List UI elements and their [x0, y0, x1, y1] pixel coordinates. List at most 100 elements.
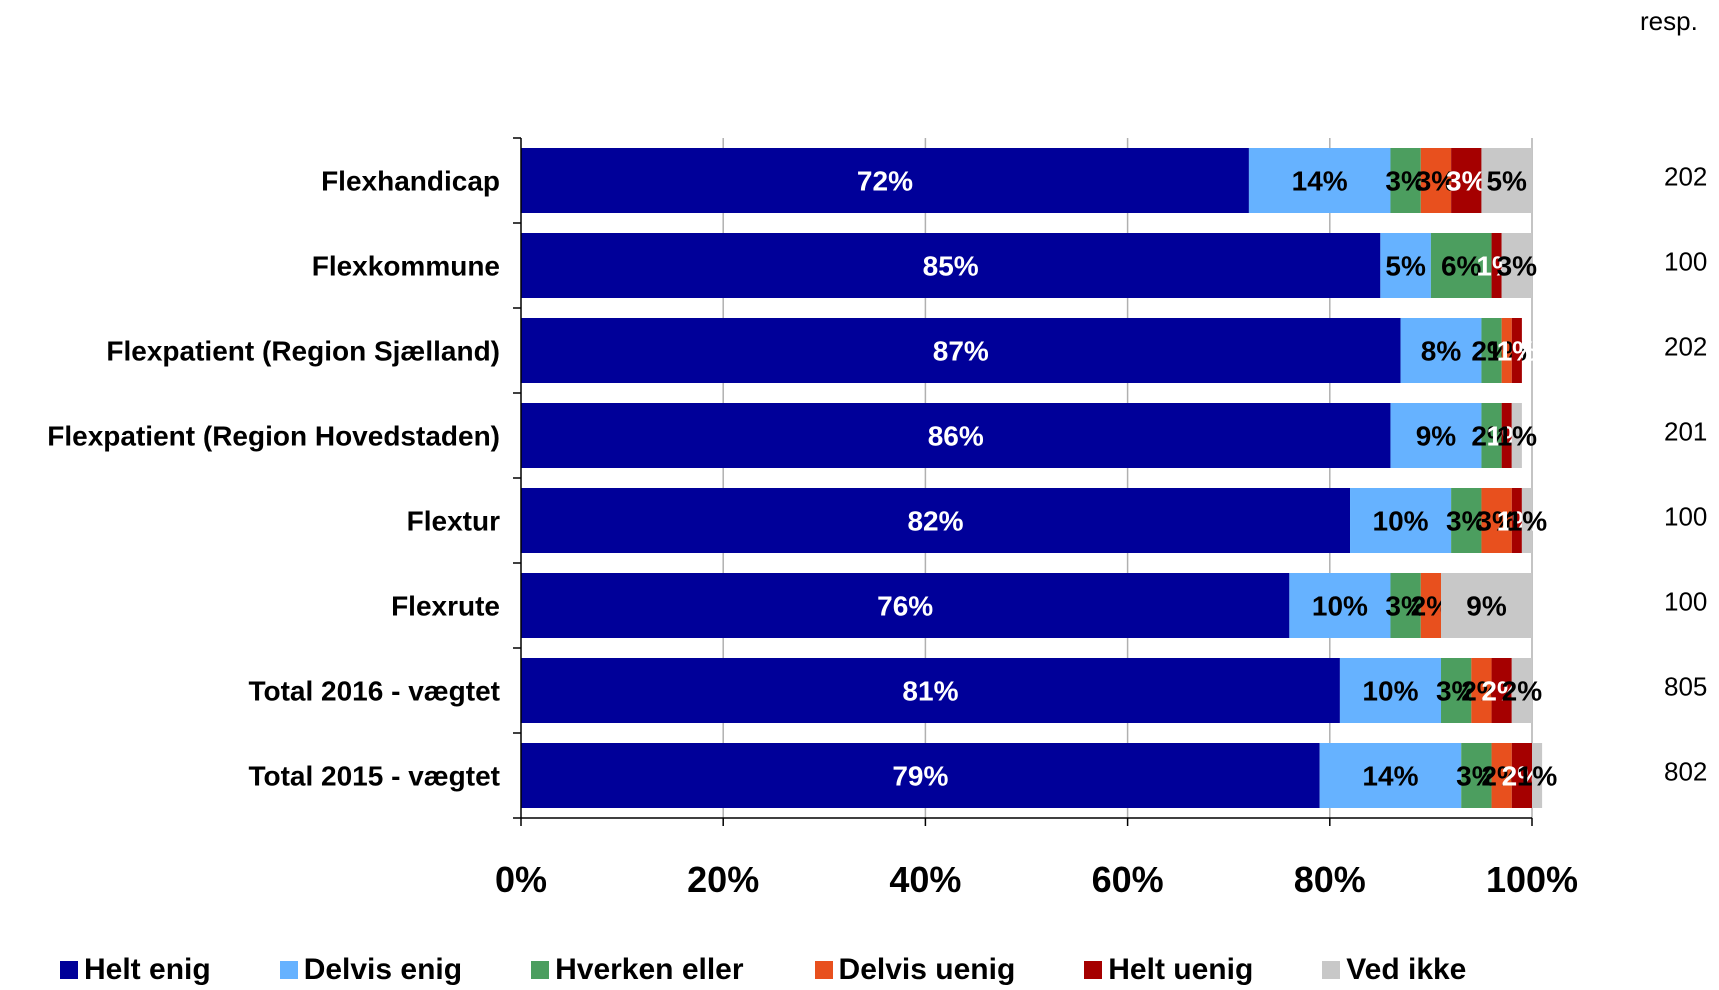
data-label: 3% [1446, 506, 1487, 537]
category-label: Total 2016 - vægtet [248, 676, 500, 707]
legend-swatch [531, 961, 550, 979]
bar-segment [1532, 743, 1543, 808]
bar-segment [1451, 148, 1482, 213]
resp-count: 202 [1664, 162, 1707, 192]
legend-label: Helt uenig [1108, 953, 1254, 986]
legend-label: Ved ikke [1346, 953, 1467, 986]
legend-item: Delvis uenig [814, 953, 1015, 987]
bar-segment [1491, 658, 1512, 723]
bar-segment [1511, 658, 1532, 723]
data-label: 3% [1476, 506, 1517, 537]
data-label: 86% [928, 421, 984, 452]
bar-segment [1501, 403, 1512, 468]
data-label: 3% [1436, 676, 1477, 707]
data-label: 2% [1502, 676, 1543, 707]
bar-segment [1390, 573, 1421, 638]
legend-swatch [279, 961, 298, 979]
bar-segment [1390, 148, 1421, 213]
data-label: 1% [1517, 761, 1558, 792]
data-label: 3% [1497, 251, 1538, 282]
x-tick-label: 100% [1486, 859, 1578, 900]
data-label: 6% [1441, 251, 1482, 282]
bar-segment [1491, 743, 1512, 808]
resp-count: 100 [1664, 502, 1707, 532]
bar-segment [1400, 318, 1482, 383]
data-label: 10% [1362, 676, 1418, 707]
bar-segment [1481, 148, 1532, 213]
bar-segment [1248, 148, 1391, 213]
data-label: 3% [1416, 166, 1457, 197]
data-label: 8% [1421, 336, 1462, 367]
bar-segment [1451, 488, 1482, 553]
bar-segment [521, 488, 1351, 553]
bar-segment [1511, 403, 1522, 468]
x-tick-label: 80% [1294, 859, 1366, 900]
bar-segment [1461, 743, 1492, 808]
legend-label: Hverken eller [555, 953, 744, 986]
legend-swatch [1084, 961, 1103, 979]
data-label: 3% [1446, 166, 1487, 197]
data-label: 82% [907, 506, 963, 537]
data-label: 3% [1385, 591, 1426, 622]
data-label: 14% [1292, 166, 1348, 197]
legend-label: Helt enig [84, 953, 211, 986]
data-label: 14% [1362, 761, 1418, 792]
bars: 72% 14% 3%3%3% 5%85% 5% 6%1%3%87% 8% 2%1%1%86% 9… [521, 148, 1557, 808]
legend-item: Helt uenig [1084, 953, 1253, 987]
bar-segment [521, 743, 1320, 808]
bar-segment [1441, 573, 1532, 638]
bar-segment [1471, 658, 1492, 723]
bar-segment [1380, 233, 1431, 298]
legend-item: Helt enig [60, 953, 211, 987]
category-labels: Flexhandicap Flexkommune Flexpatient (Regi… [47, 166, 500, 792]
resp-count-labels: 202 100 202 201 100 100 805 802 [1664, 162, 1707, 787]
legend-swatch [814, 961, 833, 979]
data-label: 10% [1312, 591, 1368, 622]
category-label: Flextur [407, 506, 500, 537]
bar-segment [521, 318, 1401, 383]
data-label: 9% [1416, 421, 1457, 452]
bar-segment [1481, 318, 1502, 383]
data-label: 76% [877, 591, 933, 622]
bar-segment [1491, 233, 1502, 298]
data-label: 72% [857, 166, 913, 197]
data-label: 1% [1507, 506, 1548, 537]
data-label: 10% [1373, 506, 1429, 537]
legend: Helt enig Delvis enig Hverken eller Delvis … [60, 952, 1466, 988]
legend-swatch [1322, 961, 1341, 979]
x-tick-label: 40% [889, 859, 961, 900]
category-label: Flexkommune [312, 251, 500, 282]
data-label: 1% [1497, 336, 1538, 367]
data-label: 3% [1385, 166, 1426, 197]
bar-segment [1511, 318, 1522, 383]
bar-segment [521, 148, 1249, 213]
data-label: 9% [1466, 591, 1507, 622]
bar-segment [1481, 403, 1502, 468]
legend-item: Ved ikke [1322, 953, 1466, 987]
bar-segment [1339, 658, 1442, 723]
resp-count: 202 [1664, 332, 1707, 362]
bar-segment [521, 658, 1340, 723]
x-tick-label: 60% [1092, 859, 1164, 900]
bar-segment [521, 573, 1290, 638]
data-label: 3% [1456, 761, 1497, 792]
bar-segment [1481, 488, 1512, 553]
resp-count: 100 [1664, 247, 1707, 277]
category-label: Total 2015 - vægtet [248, 761, 500, 792]
legend-item: Delvis enig [279, 953, 463, 987]
legend-item: Hverken eller [531, 953, 744, 987]
bar-segment [1521, 488, 1532, 553]
bar-segment [1420, 148, 1452, 213]
bar-segment [1511, 488, 1522, 553]
data-label: 87% [933, 336, 989, 367]
bar-segment [1430, 233, 1492, 298]
resp-count: 201 [1664, 417, 1707, 447]
x-tick-label: 20% [687, 859, 759, 900]
x-tick-label: 0% [495, 859, 547, 900]
data-label: 85% [923, 251, 979, 282]
bar-segment [1420, 573, 1442, 638]
bar-segment [521, 403, 1391, 468]
bar-segment [1319, 743, 1462, 808]
legend-label: Delvis enig [303, 953, 463, 986]
resp-count: 805 [1664, 672, 1707, 702]
